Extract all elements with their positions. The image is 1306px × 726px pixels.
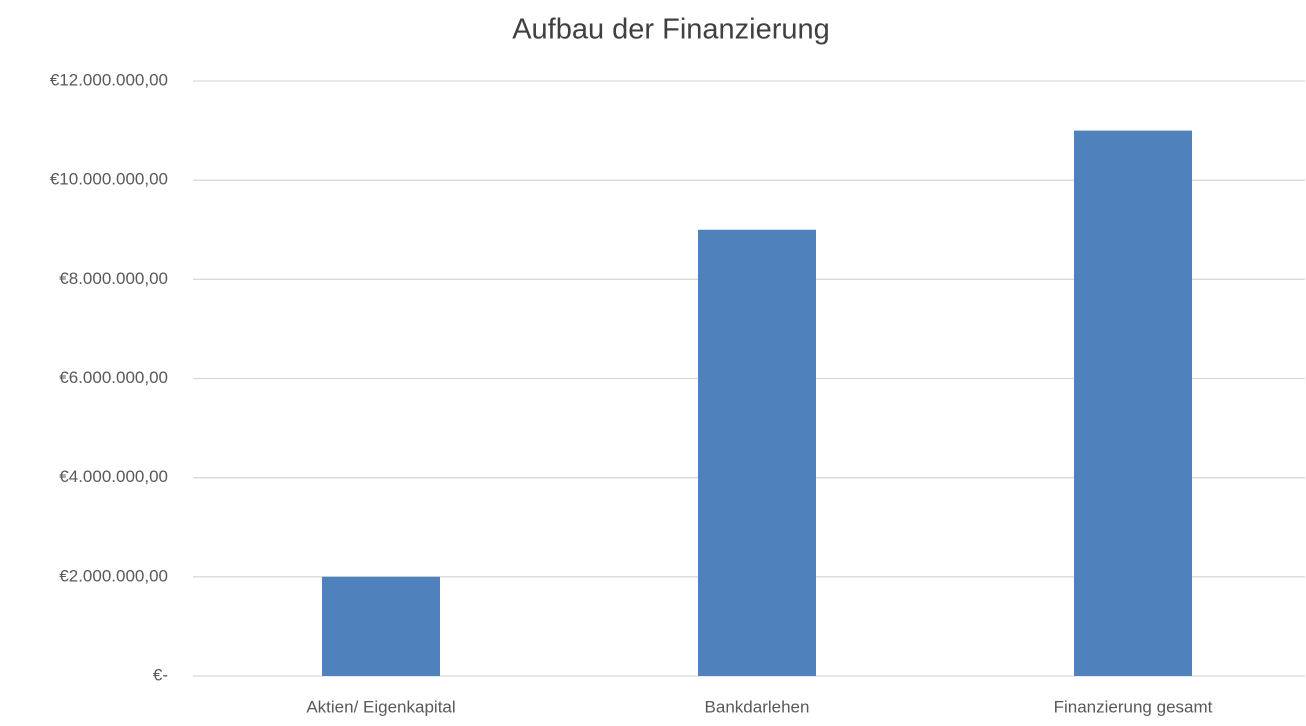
bar (1074, 130, 1192, 677)
chart-title: Aufbau der Finanzierung (512, 14, 830, 46)
y-tick-label: €8.000.000,00 (59, 269, 168, 288)
bar (698, 229, 816, 676)
y-tick-label: €- (153, 665, 168, 684)
x-tick-label: Bankdarlehen (705, 697, 810, 716)
bar (322, 576, 440, 676)
x-tick-label: Finanzierung gesamt (1054, 697, 1213, 716)
y-tick-label: €4.000.000,00 (59, 467, 168, 486)
y-tick-label: €6.000.000,00 (59, 368, 168, 387)
y-tick-label: €2.000.000,00 (59, 566, 168, 585)
y-tick-label: €10.000.000,00 (50, 170, 168, 189)
x-tick-label: Aktien/ Eigenkapital (306, 697, 455, 716)
y-tick-label: €12.000.000,00 (50, 70, 168, 89)
